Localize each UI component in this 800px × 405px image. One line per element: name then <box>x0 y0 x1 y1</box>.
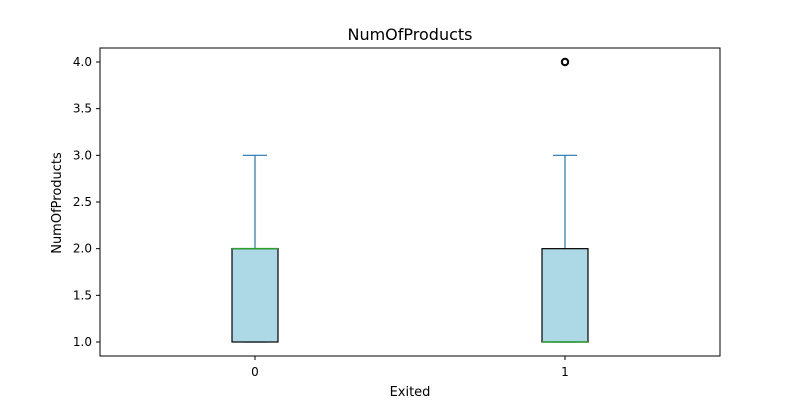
plot-frame <box>99 47 721 357</box>
plot-layer: 1.0 1.5 2.0 2.5 3.0 3.5 4.0 0 1 <box>73 47 721 379</box>
y-tick-label: 3.5 <box>73 102 92 116</box>
y-tick-label: 3.0 <box>73 148 92 162</box>
y-tick-label: 1.0 <box>73 335 92 349</box>
y-axis-label: NumOfProducts <box>50 152 65 254</box>
chart-title: NumOfProducts <box>347 25 472 44</box>
outlier-point <box>560 57 570 67</box>
x-tick-label: 1 <box>561 365 569 379</box>
box-rect <box>231 248 279 343</box>
y-tick-label: 1.5 <box>73 288 92 302</box>
y-tick-label: 2.5 <box>73 195 92 209</box>
x-axis-label: Exited <box>390 385 431 400</box>
box-rect <box>541 248 589 343</box>
y-tick-label: 2.0 <box>73 242 92 256</box>
x-tick-label: 0 <box>251 365 259 379</box>
y-tick-label: 4.0 <box>73 55 92 69</box>
